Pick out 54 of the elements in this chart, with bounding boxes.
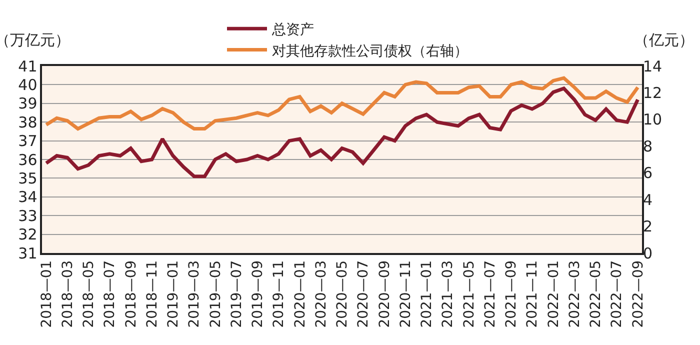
x-tick-label: 2021—03 <box>440 260 456 328</box>
y2-tick-label: 6 <box>643 164 653 182</box>
x-tick-label: 2022—07 <box>609 260 626 328</box>
legend-label: 总资产 <box>271 22 314 38</box>
x-tick-label: 2018—03 <box>60 260 76 328</box>
x-tick-label: 2019—01 <box>166 260 182 328</box>
legend-label: 对其他存款性公司债权（右轴） <box>272 43 468 60</box>
y-tick-label: 41 <box>18 57 38 76</box>
x-tick-label: 2019—03 <box>186 260 203 328</box>
x-tick-label: 2018—01 <box>38 260 55 328</box>
y-tick-label: 40 <box>18 76 38 94</box>
line-series <box>44 76 640 131</box>
y2-tick-label: 8 <box>643 137 653 156</box>
y-tick-label: 31 <box>18 244 38 262</box>
y2-tick-label: 12 <box>643 84 662 102</box>
y-tick-label: 39 <box>18 94 38 113</box>
x-tick-label: 2020—01 <box>292 260 308 328</box>
y-tick-label: 38 <box>18 113 38 132</box>
x-tick-label: 2018—05 <box>81 260 98 328</box>
x-tick-label: 2020—11 <box>398 260 414 328</box>
x-tick-label: 2021—09 <box>504 260 520 328</box>
x-tick-label: 2022—05 <box>588 260 604 328</box>
y2-tick-label: 4 <box>643 190 653 209</box>
x-tick-label: 2019—05 <box>208 260 224 328</box>
y-tick-label: 33 <box>18 206 38 225</box>
y-tick-label: 37 <box>18 132 38 150</box>
x-tick-label: 2022—03 <box>566 260 583 328</box>
x-tick-label: 2018—09 <box>123 260 140 328</box>
y2-tick-label: 2 <box>643 218 653 236</box>
y2-tick-label: 0 <box>643 244 653 262</box>
x-tick-label: 2019—09 <box>250 260 266 328</box>
y-tick-label: 36 <box>18 150 38 169</box>
x-tick-label: 2020—09 <box>376 260 393 328</box>
x-tick-label: 2020—07 <box>356 260 372 328</box>
x-tick-label: 2020—03 <box>313 260 330 328</box>
x-tick-label: 2021—01 <box>419 260 436 328</box>
y2-tick-label: 10 <box>643 110 662 129</box>
y2-tick-label: 14 <box>643 57 662 76</box>
x-tick-label: 2022—01 <box>546 260 562 328</box>
x-tick-label: 2019—11 <box>271 260 288 328</box>
x-tick-label: 2021—11 <box>524 260 541 328</box>
x-tick-label: 2018—07 <box>102 260 118 328</box>
x-tick-label: 2021—07 <box>482 260 498 328</box>
x-tick-label: 2021—05 <box>461 260 478 328</box>
y-tick-label: 32 <box>18 226 38 244</box>
y-tick-label: 35 <box>18 169 38 188</box>
x-tick-label: 2018—11 <box>144 260 160 328</box>
x-tick-label: 2019—07 <box>228 260 245 328</box>
line-series <box>44 86 640 178</box>
x-tick-label: 2022—09 <box>630 260 646 328</box>
y2-axis-title: （亿元） <box>634 31 694 49</box>
y-axis-title: （万亿元） <box>0 31 70 49</box>
x-tick-label: 2020—05 <box>334 260 351 328</box>
y-tick-label: 34 <box>18 188 38 206</box>
